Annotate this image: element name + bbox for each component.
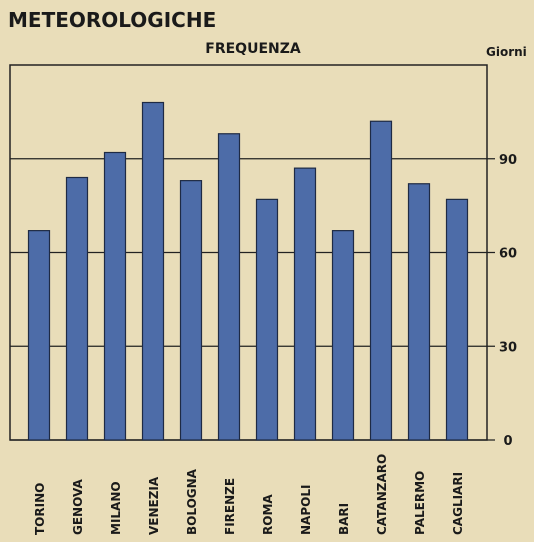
bar [293,167,317,441]
x-tick-label: GENOVA [71,479,85,535]
y-tick-label: 90 [499,153,517,168]
chart-subtitle: FREQUENZA [205,41,301,57]
bar [331,230,355,441]
x-tick-label: PALERMO [413,471,427,535]
y-axis-label: Giorni [486,45,527,59]
bar [217,133,241,441]
bar [179,180,203,441]
bar [255,198,279,441]
x-tick-label: MILANO [109,481,123,535]
bar [369,120,393,441]
bar [65,176,89,441]
x-tick-label: ROMA [261,494,275,535]
x-tick-label: BOLOGNA [185,468,199,535]
x-tick-label: FIRENZE [223,478,237,535]
x-tick-label: VENEZIA [147,476,161,535]
bar [27,230,51,441]
x-tick-label: TORINO [33,483,47,535]
y-tick-label: 0 [503,434,512,449]
bar [407,183,431,441]
x-tick-label: CATANZARO [375,454,389,535]
x-tick-label: BARI [337,503,351,535]
x-tick-label: CAGLIARI [451,472,465,535]
chart-title: METEOROLOGICHE [8,8,216,32]
bar [141,101,165,441]
bar [103,151,127,441]
y-tick-label: 30 [499,340,517,355]
bar [445,198,469,441]
y-tick-label: 60 [499,247,517,262]
x-tick-label: NAPOLI [299,485,313,535]
